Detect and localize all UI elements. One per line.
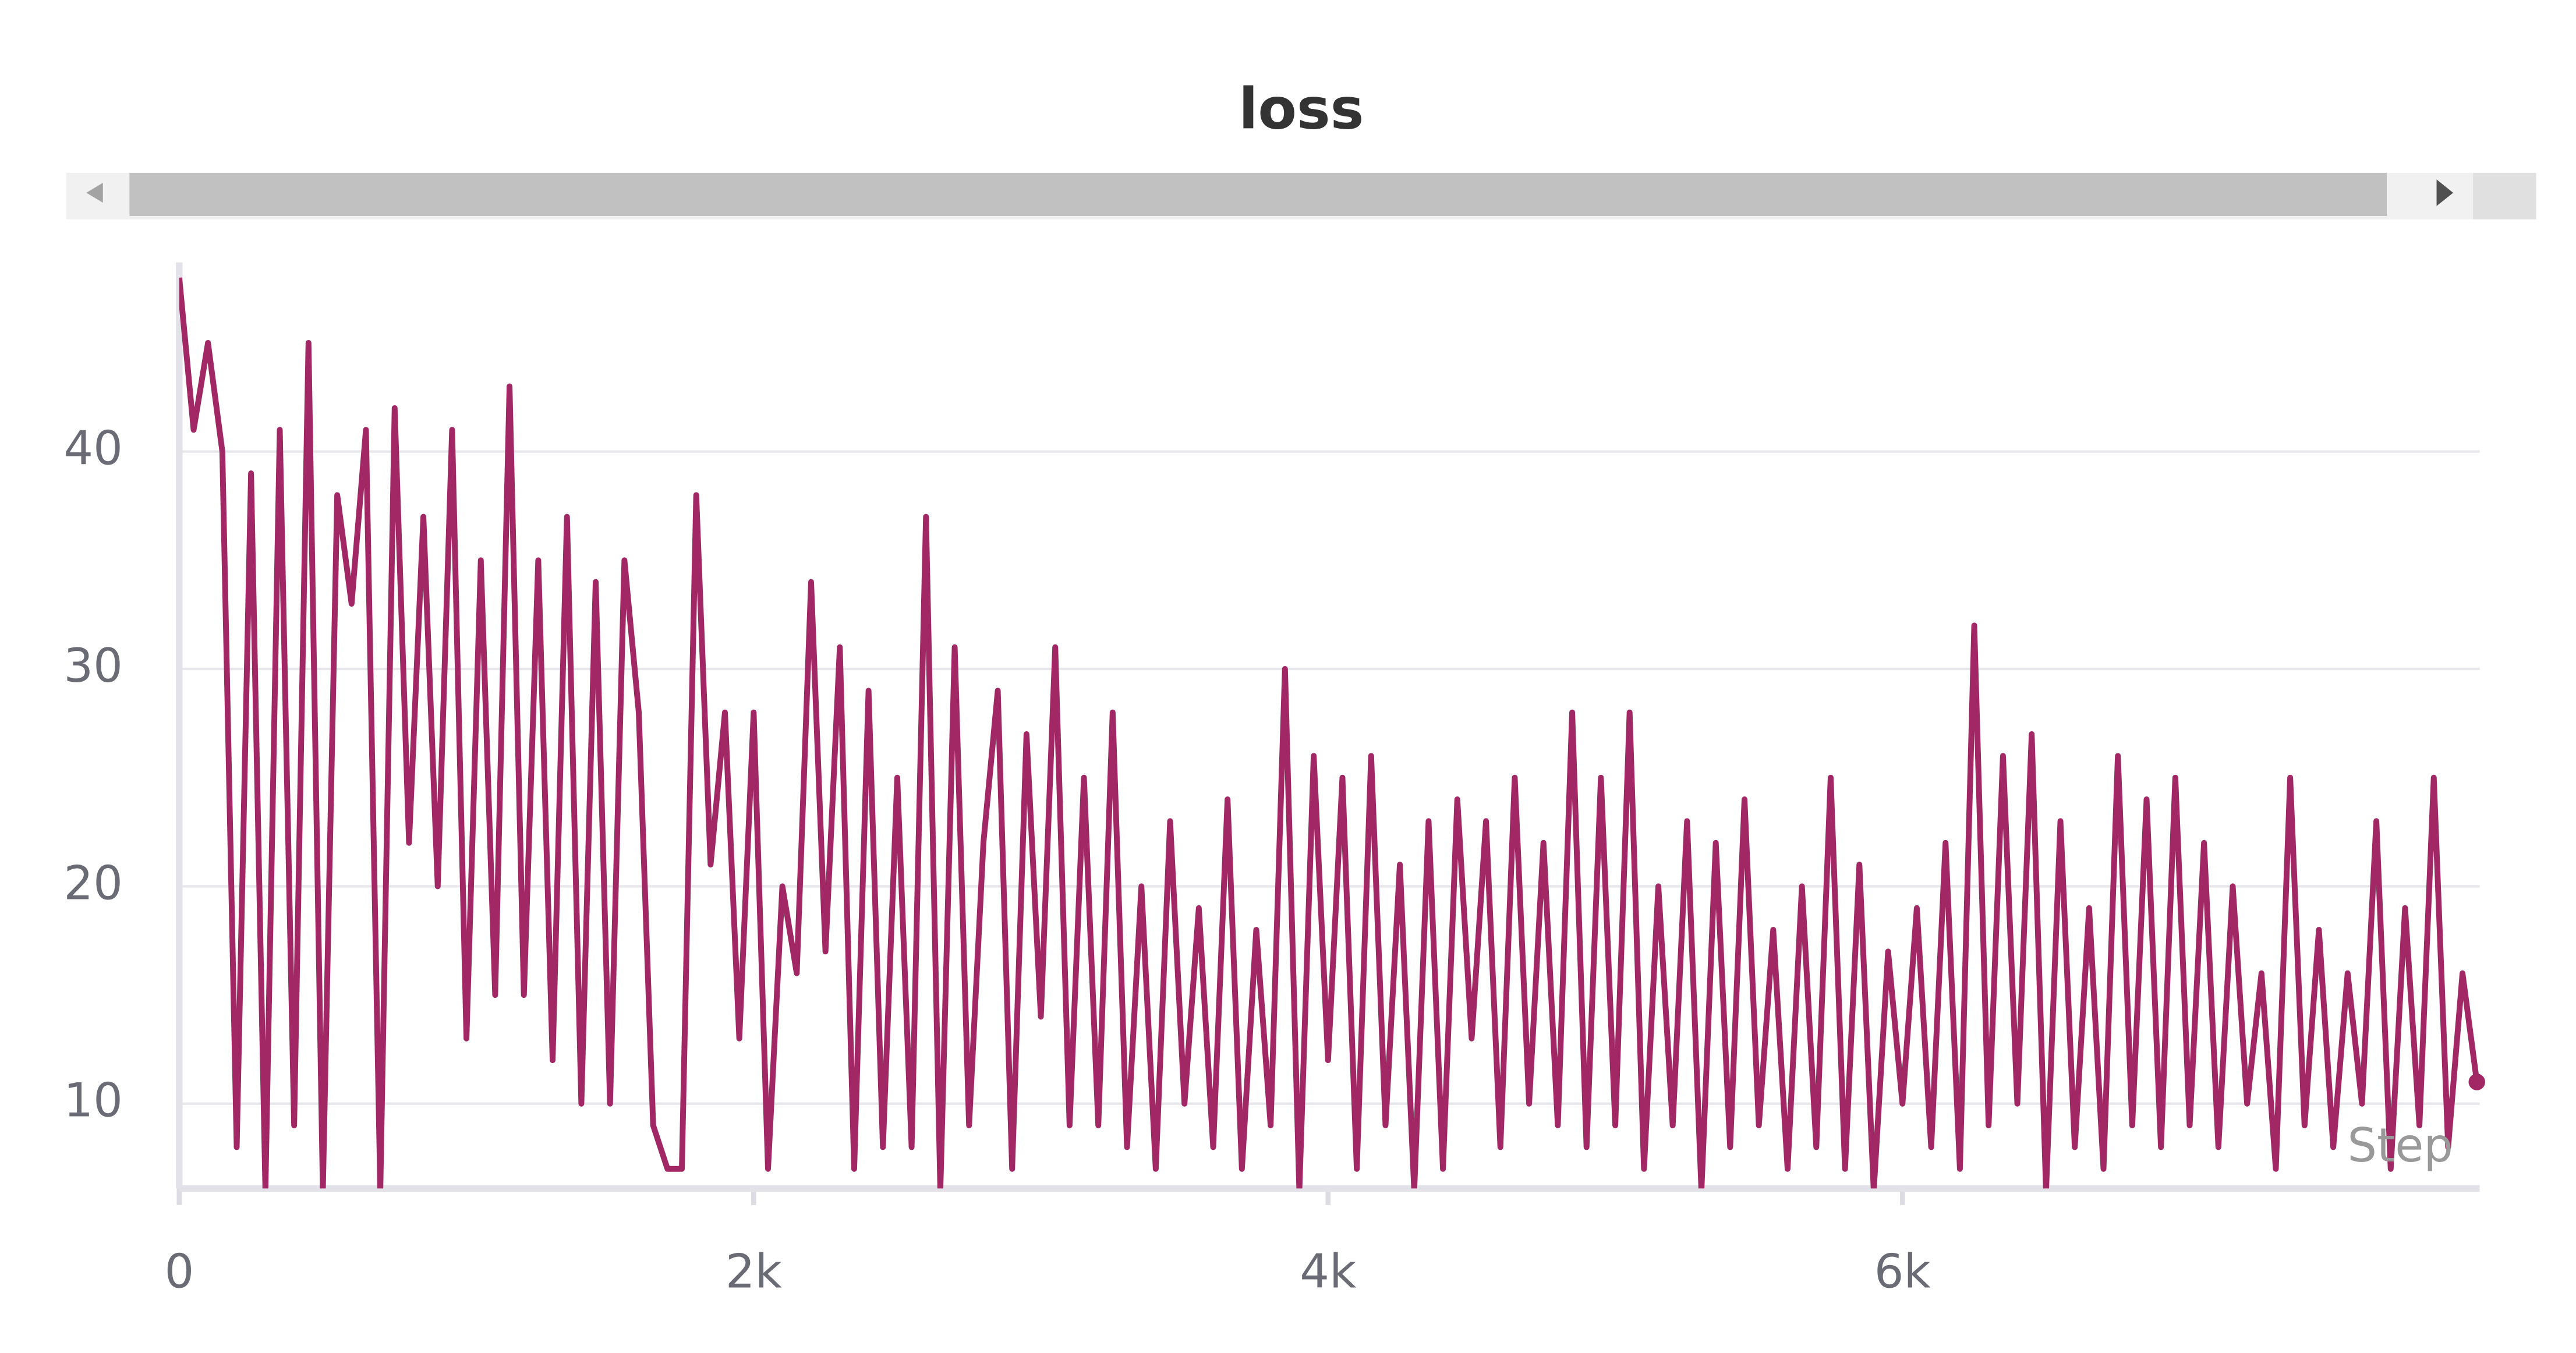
- scroll-left[interactable]: [86, 182, 103, 203]
- scroll-right[interactable]: [2436, 179, 2454, 206]
- x-tick-label: 6k: [1874, 1245, 1931, 1299]
- loss-line: [179, 277, 2480, 1189]
- scrollbar-corner: [2473, 172, 2536, 219]
- scrollbar-thumb[interactable]: [129, 172, 2387, 216]
- x-tick-label: 2k: [726, 1245, 782, 1299]
- x-tick-label: 4k: [1300, 1245, 1356, 1299]
- end-point: [2468, 1074, 2485, 1090]
- chart-title: loss: [1239, 76, 1364, 142]
- plot-area: 10 20 30 40 0 2k 4k 6k: [63, 262, 2485, 1299]
- y-tick-label: 40: [63, 422, 123, 476]
- y-tick-label: 20: [63, 856, 123, 910]
- x-tick-label: 0: [164, 1245, 194, 1299]
- x-axis-label: Step: [2347, 1118, 2453, 1173]
- y-tick-label: 30: [63, 639, 123, 693]
- y-tick-label: 10: [63, 1074, 123, 1128]
